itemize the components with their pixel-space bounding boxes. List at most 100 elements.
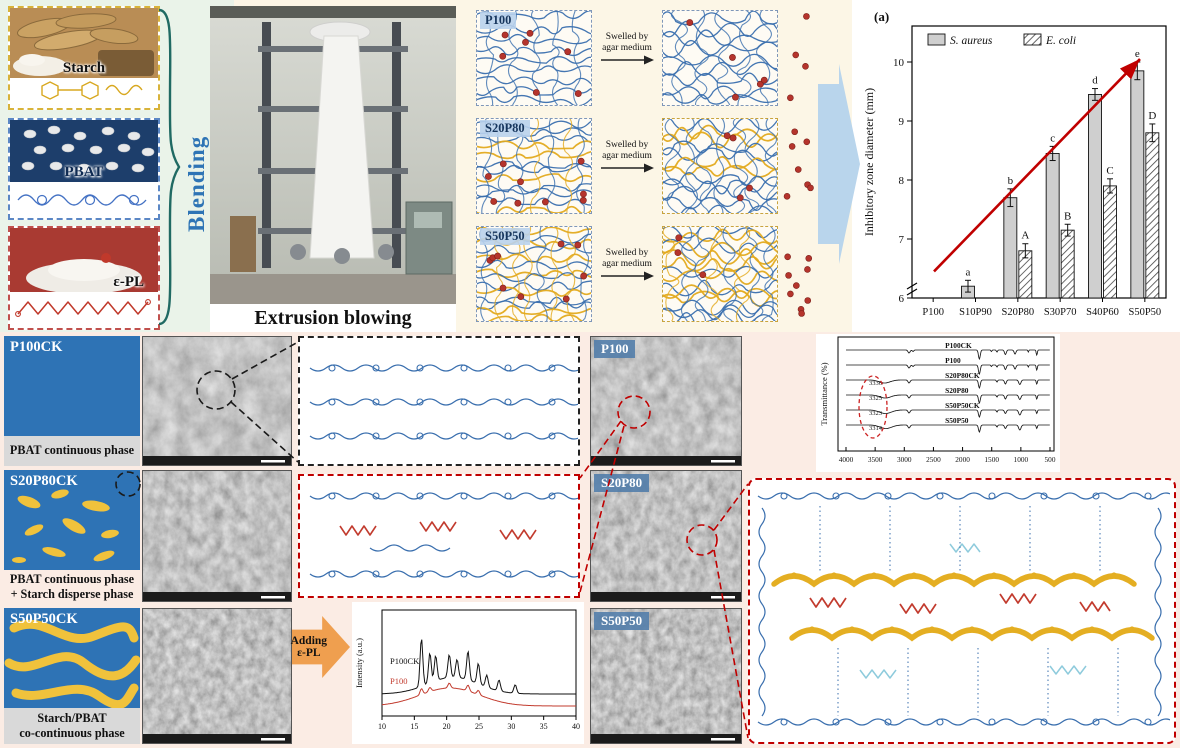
pbat-structure-box — [298, 336, 583, 466]
sem-image-p100 — [590, 336, 742, 466]
swell-text: Swelled by agar medium — [602, 32, 652, 53]
pbat-photo-art — [10, 120, 158, 182]
svg-text:25: 25 — [475, 722, 483, 731]
pbat-ingredient-card: PBAT — [8, 118, 160, 220]
svg-text:P100: P100 — [945, 356, 961, 365]
released-epl-dots — [787, 13, 810, 102]
svg-text:B: B — [1064, 210, 1071, 222]
svg-text:Intensity (a.u.): Intensity (a.u.) — [354, 638, 364, 688]
svg-text:S10P90: S10P90 — [959, 307, 992, 318]
svg-text:1000: 1000 — [1014, 455, 1029, 464]
swell-arrow-icon — [601, 55, 654, 65]
sem-label-s20p80: S20P80 — [594, 474, 650, 492]
swell-text: Swelled by agar medium — [602, 140, 652, 161]
svg-text:P100CK: P100CK — [945, 341, 972, 350]
swell-arrow-icon — [601, 163, 654, 173]
epl-label: ε-PL — [113, 274, 144, 290]
svg-text:9: 9 — [899, 116, 905, 128]
svg-text:a: a — [966, 266, 971, 278]
svg-text:S50P50: S50P50 — [945, 416, 969, 425]
svg-text:1500: 1500 — [984, 455, 999, 464]
pbat-epl-chains-art — [309, 492, 583, 578]
network-box-swelled-s20p80 — [662, 118, 778, 214]
extrusion-machine-photo: Extrusion blowing — [210, 6, 456, 332]
svg-text:A: A — [1021, 230, 1029, 242]
svg-text:C: C — [1106, 165, 1113, 177]
svg-text:P100: P100 — [390, 676, 407, 686]
epl-photo-art — [10, 228, 158, 292]
svg-text:S20P80: S20P80 — [1001, 307, 1034, 318]
blending-label: Blending — [184, 135, 209, 232]
svg-text:E. coli: E. coli — [1045, 35, 1076, 47]
svg-text:7: 7 — [899, 234, 905, 246]
pbat-label: PBAT — [64, 164, 104, 180]
svg-text:3325: 3325 — [869, 395, 882, 402]
swell-annotation: Swelled by agar medium — [596, 248, 658, 286]
network-label-s20p80: S20P80 — [480, 120, 530, 137]
released-epl-dots — [784, 253, 813, 317]
svg-text:35: 35 — [540, 722, 548, 731]
svg-text:10: 10 — [893, 57, 905, 69]
svg-text:3500: 3500 — [868, 455, 883, 464]
svg-text:8: 8 — [899, 175, 905, 187]
pbat-epl-structure-box — [298, 474, 583, 598]
caption-p100ck: PBAT continuous phase — [4, 436, 140, 466]
sem-label-p100: P100 — [594, 340, 636, 358]
schematic-label-s20p80ck: S20P80CK — [10, 473, 78, 489]
network-row-s20p80: S20P80 Swelled by agar medium — [470, 118, 816, 214]
epl-structure-drawing — [15, 299, 151, 317]
svg-text:Transmittance (%): Transmittance (%) — [819, 362, 829, 425]
svg-text:6: 6 — [899, 293, 905, 305]
interaction-mechanism-box — [748, 478, 1176, 744]
svg-text:3000: 3000 — [897, 455, 912, 464]
extrusion-machine-art — [210, 6, 456, 304]
sem-image-s20p80ck — [142, 470, 292, 602]
network-label-s50p50: S50P50 — [480, 228, 530, 245]
svg-text:D: D — [1148, 110, 1156, 122]
adding-epl-label: Adding ε-PL — [290, 635, 328, 659]
schematic-s20p80ck: S20P80CK — [4, 470, 140, 570]
network-box-swelled-s50p50 — [662, 226, 778, 322]
svg-text:40: 40 — [572, 722, 580, 731]
network-row-p100: P100 Swelled by agar medium — [470, 10, 816, 106]
network-box-swelled-p100 — [662, 10, 778, 106]
epl-ingredient-card: ε-PL — [8, 226, 160, 330]
epl-photo: ε-PL — [10, 228, 158, 292]
pbat-chains-art — [309, 364, 583, 440]
svg-text:S. aureus: S. aureus — [950, 35, 993, 47]
pbat-photo: PBAT — [10, 120, 158, 182]
svg-text:S50P50CK: S50P50CK — [945, 401, 980, 410]
xrd-chart: 10 15 20 25 30 35 40 P100CK P100 Intensity (a.u.) — [352, 602, 584, 744]
starch-photo-art — [10, 8, 158, 78]
swell-arrow-icon — [601, 271, 654, 281]
brace-icon — [158, 8, 181, 326]
svg-text:d: d — [1092, 75, 1098, 87]
pbat-structure-drawing — [17, 194, 147, 206]
svg-text:S20P80: S20P80 — [945, 386, 969, 395]
extrusion-caption: Extrusion blowing — [210, 304, 456, 332]
svg-text:15: 15 — [410, 722, 418, 731]
caption-s50p50ck: Starch/PBAT co-continuous phase — [4, 708, 140, 744]
svg-text:3314: 3314 — [869, 425, 883, 432]
adding-epl-arrow: Adding ε-PL — [290, 616, 350, 678]
svg-text:30: 30 — [507, 722, 515, 731]
caption-s20p80ck: PBAT continuous phase + Starch disperse … — [9, 571, 135, 601]
schematic-p100ck: P100CK — [4, 336, 140, 436]
svg-text:10: 10 — [378, 722, 386, 731]
svg-text:S30P70: S30P70 — [1044, 307, 1077, 318]
svg-text:e: e — [1135, 48, 1140, 60]
starch-structure-drawing — [41, 81, 143, 100]
starch-ingredient-card: Starch — [8, 6, 160, 110]
svg-text:P100: P100 — [922, 307, 944, 318]
svg-text:c: c — [1050, 132, 1055, 144]
svg-text:2000: 2000 — [955, 455, 970, 464]
svg-text:b: b — [1008, 175, 1014, 187]
swell-annotation: Swelled by agar medium — [596, 32, 658, 70]
schematic-s50p50ck: S50P50CK — [4, 608, 141, 710]
starch-photo: Starch — [10, 8, 158, 78]
svg-text:S20P80CK: S20P80CK — [945, 371, 980, 380]
interaction-mechanism-art — [757, 492, 1175, 726]
svg-text:P100CK: P100CK — [390, 656, 420, 666]
schematic-s50p50ck-art — [4, 608, 141, 710]
swell-annotation: Swelled by agar medium — [596, 140, 658, 178]
